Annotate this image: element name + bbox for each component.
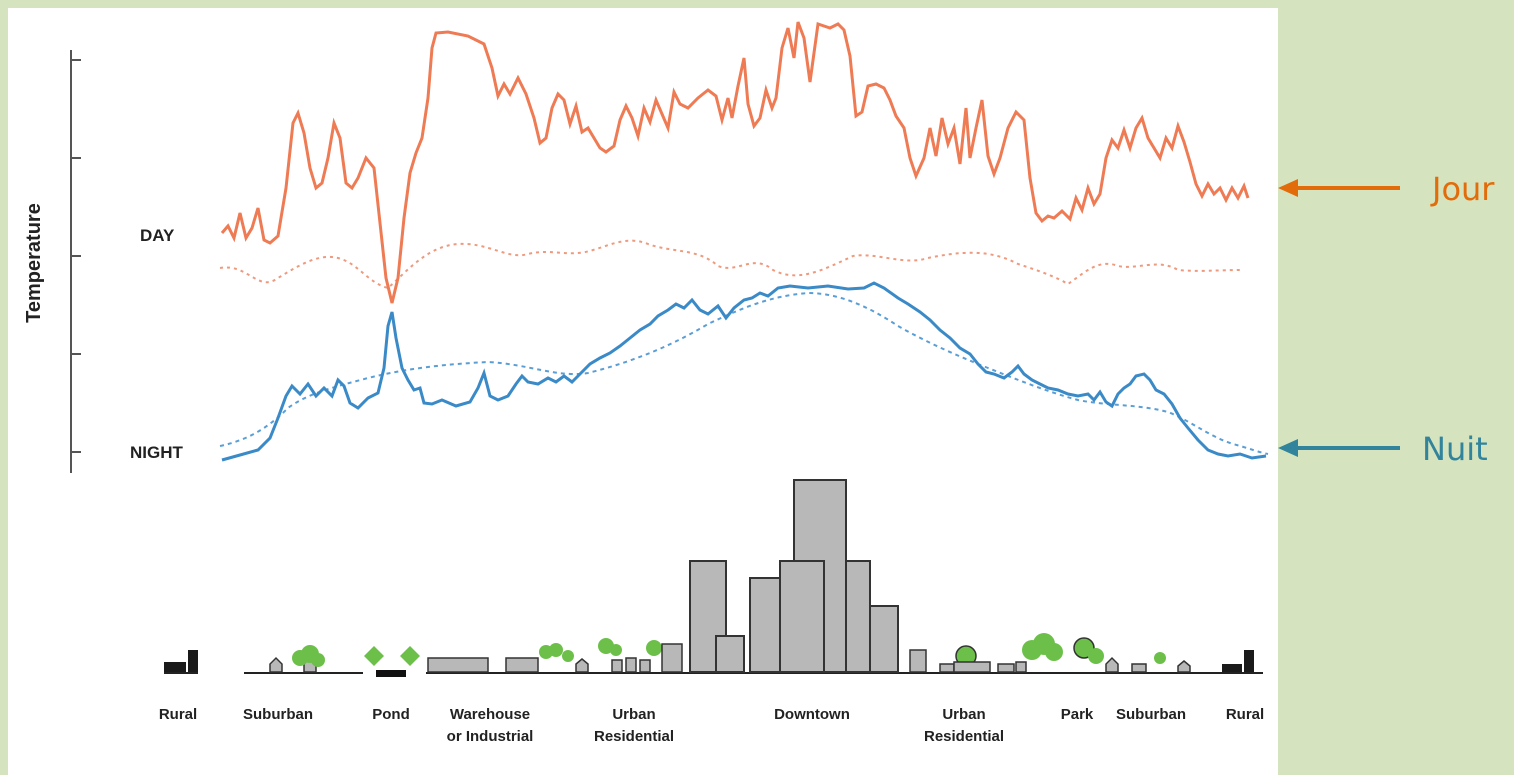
- zone-label-line: Rural: [1226, 706, 1264, 723]
- night-temperature-line: [221, 281, 1267, 462]
- day-arrow: [1278, 179, 1400, 197]
- urban-heat-island-diagram: Temperature DAY NIGHT: [23, 21, 1269, 745]
- zone-labels: Rural Suburban Pond Warehouse or Industrial U…: [159, 706, 1264, 745]
- night-annotation-label: Nuit: [1422, 430, 1488, 468]
- zone-label-suburban-1: Suburban: [243, 706, 313, 723]
- zone-label-line: Residential: [924, 728, 1004, 745]
- night-curve-label: NIGHT: [130, 443, 184, 462]
- zone-label-park: Park: [1061, 706, 1094, 723]
- zone-label-rural-2: Rural: [1226, 706, 1264, 723]
- zone-label-line: Downtown: [774, 706, 850, 723]
- zone-label-line: Residential: [594, 728, 674, 745]
- pond-icon: [364, 646, 420, 677]
- suburban-trees-icon: [292, 645, 325, 667]
- y-axis-label: Temperature: [23, 203, 45, 323]
- night-dotted-line: [219, 291, 1269, 455]
- day-dotted-line: [219, 239, 1244, 290]
- zone-label-line: Pond: [372, 706, 410, 723]
- zone-label-rural-1: Rural: [159, 706, 197, 723]
- day-temperature-line: [220, 21, 1250, 304]
- urban-residential-houses-icon: [575, 643, 683, 673]
- urban-residential-right-icon: [909, 645, 1027, 673]
- zone-label-pond: Pond: [372, 706, 410, 723]
- zone-label-warehouse: Warehouse or Industrial: [447, 706, 534, 745]
- park-trees-icon: [1022, 633, 1104, 664]
- day-annotation-label: Jour: [1432, 170, 1495, 208]
- zone-label-downtown: Downtown: [774, 706, 850, 723]
- warehouse-buildings-icon: [427, 657, 539, 673]
- suburban-right-trees-icon: [1154, 652, 1166, 664]
- zone-label-line: or Industrial: [447, 728, 534, 745]
- day-curve-label: DAY: [140, 226, 175, 245]
- zone-label-line: Warehouse: [450, 706, 530, 723]
- diagram-panel: Temperature DAY NIGHT: [8, 8, 1278, 775]
- zone-label-line: Rural: [159, 706, 197, 723]
- night-arrow: [1278, 439, 1400, 457]
- zone-label-line: Park: [1061, 706, 1094, 723]
- zone-label-line: Urban: [942, 706, 985, 723]
- suburban-right-houses-icon: [1105, 656, 1191, 673]
- zone-label-line: Suburban: [1116, 706, 1186, 723]
- downtown-buildings-icon: [689, 479, 899, 673]
- zone-label-urban-res-1: Urban Residential: [594, 706, 674, 745]
- rural-right-house-icon: [1222, 650, 1254, 672]
- rural-house-icon: [164, 650, 198, 672]
- urban-residential-trees-icon: [539, 638, 662, 662]
- y-axis: [70, 50, 81, 473]
- zone-label-urban-res-2: Urban Residential: [924, 706, 1004, 745]
- zone-label-suburban-2: Suburban: [1116, 706, 1186, 723]
- zone-label-line: Suburban: [243, 706, 313, 723]
- zone-label-line: Urban: [612, 706, 655, 723]
